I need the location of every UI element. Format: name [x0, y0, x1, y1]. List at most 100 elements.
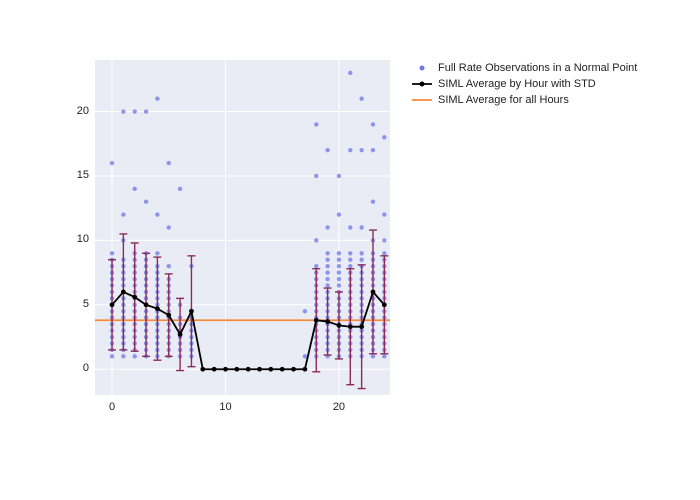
scatter-point: [371, 122, 375, 126]
scatter-point: [348, 251, 352, 255]
y-tick-label: 20: [77, 105, 89, 117]
legend: Full Rate Observations in a Normal Point…: [410, 60, 637, 108]
scatter-point: [337, 258, 341, 262]
scatter-point: [133, 109, 137, 113]
scatter-point: [121, 212, 125, 216]
legend-label: Full Rate Observations in a Normal Point: [438, 60, 637, 76]
x-tick-label: 0: [102, 401, 122, 413]
scatter-point: [167, 264, 171, 268]
scatter-point: [359, 225, 363, 229]
legend-label: SIML Average for all Hours: [438, 92, 569, 108]
hourly-average-marker: [166, 313, 171, 318]
x-tick-label: 10: [215, 401, 235, 413]
y-tick-label: 15: [77, 169, 89, 181]
scatter-point: [325, 264, 329, 268]
scatter-point: [337, 251, 341, 255]
hourly-average-marker: [291, 367, 296, 372]
scatter-point: [110, 251, 114, 255]
legend-item: SIML Average for all Hours: [410, 92, 637, 108]
scatter-point: [348, 258, 352, 262]
scatter-point: [325, 277, 329, 281]
scatter-point: [144, 109, 148, 113]
hourly-average-marker: [280, 367, 285, 372]
scatter-point: [337, 212, 341, 216]
scatter-point: [337, 174, 341, 178]
hourly-average-marker: [234, 367, 239, 372]
scatter-point: [144, 200, 148, 204]
scatter-point: [303, 354, 307, 358]
scatter-point: [359, 251, 363, 255]
hourly-average-marker: [257, 367, 262, 372]
scatter-point: [371, 148, 375, 152]
scatter-point: [325, 148, 329, 152]
scatter-point: [178, 187, 182, 191]
scatter-point: [348, 148, 352, 152]
hourly-average-marker: [212, 367, 217, 372]
hourly-average-marker: [337, 323, 342, 328]
chart-container: Full Rate Observations in a Normal Point…: [0, 0, 700, 500]
scatter-point: [155, 251, 159, 255]
hourly-average-marker: [200, 367, 205, 372]
plot-area: [95, 60, 390, 395]
legend-swatch: [410, 77, 434, 91]
scatter-point: [133, 354, 137, 358]
hourly-average-marker: [246, 367, 251, 372]
legend-label: SIML Average by Hour with STD: [438, 76, 596, 92]
hourly-average-marker: [189, 309, 194, 314]
scatter-point: [303, 309, 307, 313]
hourly-average-marker: [314, 318, 319, 323]
legend-item: SIML Average by Hour with STD: [410, 76, 637, 92]
scatter-point: [314, 264, 318, 268]
hourly-average-marker: [155, 306, 160, 311]
scatter-point: [348, 71, 352, 75]
scatter-point: [314, 122, 318, 126]
hourly-average-marker: [132, 295, 137, 300]
scatter-point: [382, 251, 386, 255]
y-tick-label: 5: [83, 298, 89, 310]
scatter-point: [121, 354, 125, 358]
scatter-point: [325, 225, 329, 229]
scatter-point: [348, 264, 352, 268]
scatter-point: [110, 161, 114, 165]
scatter-point: [359, 148, 363, 152]
scatter-point: [325, 283, 329, 287]
scatter-point: [155, 212, 159, 216]
hourly-average-marker: [121, 290, 126, 295]
hourly-average-marker: [348, 324, 353, 329]
hourly-average-marker: [178, 332, 183, 337]
scatter-point: [314, 238, 318, 242]
hourly-average-marker: [223, 367, 228, 372]
scatter-point: [348, 225, 352, 229]
scatter-point: [133, 187, 137, 191]
scatter-point: [382, 238, 386, 242]
scatter-point: [337, 277, 341, 281]
y-tick-label: 0: [83, 362, 89, 374]
scatter-point: [110, 354, 114, 358]
scatter-point: [325, 258, 329, 262]
scatter-point: [314, 174, 318, 178]
hourly-average-marker: [110, 302, 115, 307]
scatter-point: [337, 283, 341, 287]
hourly-average-marker: [268, 367, 273, 372]
hourly-average-marker: [144, 302, 149, 307]
hourly-average-marker: [371, 290, 376, 295]
scatter-point: [382, 212, 386, 216]
y-tick-label: 10: [77, 233, 89, 245]
legend-swatch: [410, 93, 434, 107]
scatter-point: [167, 161, 171, 165]
scatter-point: [371, 200, 375, 204]
scatter-point: [382, 135, 386, 139]
scatter-point: [359, 96, 363, 100]
hourly-average-marker: [382, 302, 387, 307]
scatter-point: [382, 354, 386, 358]
scatter-point: [359, 258, 363, 262]
scatter-point: [167, 225, 171, 229]
scatter-point: [337, 264, 341, 268]
scatter-point: [337, 270, 341, 274]
scatter-point: [325, 270, 329, 274]
hourly-average-marker: [359, 324, 364, 329]
legend-swatch: [410, 61, 434, 75]
scatter-point: [325, 251, 329, 255]
hourly-average-marker: [325, 319, 330, 324]
scatter-point: [121, 109, 125, 113]
